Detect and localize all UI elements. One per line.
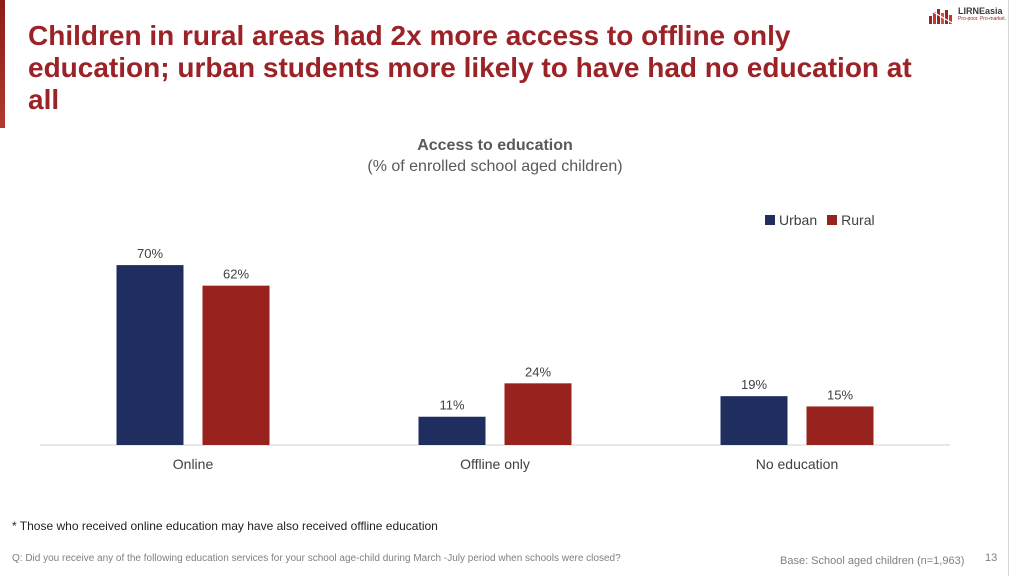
logo: LIRNEasia Pro-poor. Pro-market.	[928, 5, 1012, 27]
bar-rural-no-education	[806, 406, 874, 445]
survey-question: Q: Did you receive any of the following …	[12, 553, 621, 564]
logo-tagline: Pro-poor. Pro-market.	[958, 16, 1007, 22]
data-label-rural-offline-only: 24%	[525, 364, 551, 379]
chart-title: Access to education	[417, 137, 573, 154]
data-label-urban-online: 70%	[137, 246, 163, 261]
footnote: * Those who received online education ma…	[12, 519, 438, 533]
legend-label-urban: Urban	[779, 212, 818, 228]
data-label-rural-online: 62%	[223, 267, 249, 282]
legend-swatch-urban	[765, 215, 775, 225]
chart-subtitle: (% of enrolled school aged children)	[367, 158, 623, 175]
legend-swatch-rural	[827, 215, 838, 225]
slide-title: Children in rural areas had 2x more acce…	[28, 20, 912, 115]
bar-urban-offline-only	[418, 416, 486, 445]
data-label-urban-offline-only: 11%	[439, 398, 464, 413]
bar-rural-offline-only	[504, 383, 572, 445]
chart-legend: Urban Rural	[765, 212, 885, 228]
data-label-rural-no-education: 15%	[827, 387, 853, 402]
legend-item-urban: Urban	[765, 212, 817, 228]
bar-urban-no-education	[720, 396, 788, 445]
divider	[1008, 0, 1009, 576]
page-number: 13	[985, 552, 998, 564]
bar-urban-online	[116, 265, 184, 445]
logo-mark-icon	[928, 8, 955, 25]
x-tick-label-online: Online	[173, 456, 214, 472]
x-tick-label-no-education: No education	[756, 456, 839, 472]
data-label-urban-no-education: 19%	[741, 377, 767, 392]
legend-label-rural: Rural	[841, 212, 875, 228]
base-note: Base: School aged children (n=1,963)	[780, 555, 965, 567]
x-tick-label-offline-only: Offline only	[460, 456, 530, 472]
logo-name: LIRNEasia	[958, 6, 1003, 16]
legend-item-rural: Rural	[827, 212, 875, 228]
bar-rural-online	[202, 285, 270, 445]
accent-bar	[0, 0, 5, 128]
